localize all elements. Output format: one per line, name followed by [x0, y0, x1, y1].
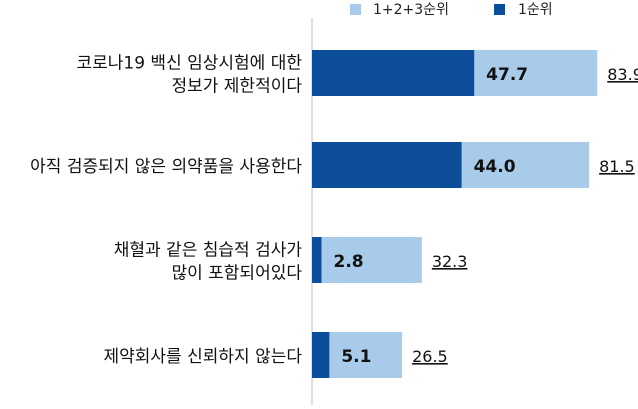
label-total-3: 32.3 — [432, 252, 468, 271]
label-first-1: 47.7 — [486, 65, 528, 85]
label-first-4: 5.1 — [341, 347, 371, 367]
bar-total-3 — [312, 237, 422, 283]
bar-first-4 — [312, 332, 330, 378]
label-total-1: 83.9 — [607, 65, 638, 84]
category-label-4-line-1: 제약회사를 신뢰하지 않는다 — [104, 347, 303, 367]
label-total-2: 81.5 — [599, 157, 635, 176]
legend-label-1: 1+2+3순위 — [373, 2, 449, 18]
category-label-1-line-1: 코로나19 백신 임상시험에 대한 — [76, 54, 302, 74]
legend-swatch-1 — [350, 4, 361, 15]
category-label-1-line-2: 정보가 제한적이다 — [171, 77, 302, 97]
label-first-3: 2.8 — [334, 252, 364, 272]
bar-first-1 — [312, 50, 475, 96]
label-total-4: 26.5 — [412, 347, 448, 366]
category-label-2: 아직 검증되지 않은 의약품을 사용한다 — [30, 157, 302, 177]
category-label-4: 제약회사를 신뢰하지 않는다 — [104, 347, 303, 367]
legend: 1+2+3순위 1순위 — [350, 2, 553, 18]
bar-first-2 — [312, 142, 462, 188]
category-label-3-line-1: 채혈과 같은 침습적 검사가 — [114, 241, 303, 261]
legend-label-2: 1순위 — [518, 2, 553, 18]
bar-first-3 — [312, 237, 322, 283]
category-label-2-line-1: 아직 검증되지 않은 의약품을 사용한다 — [30, 157, 302, 177]
label-first-2: 44.0 — [474, 157, 516, 177]
category-label-3-line-2: 많이 포함되어있다 — [171, 264, 302, 284]
legend-swatch-2 — [494, 4, 505, 15]
